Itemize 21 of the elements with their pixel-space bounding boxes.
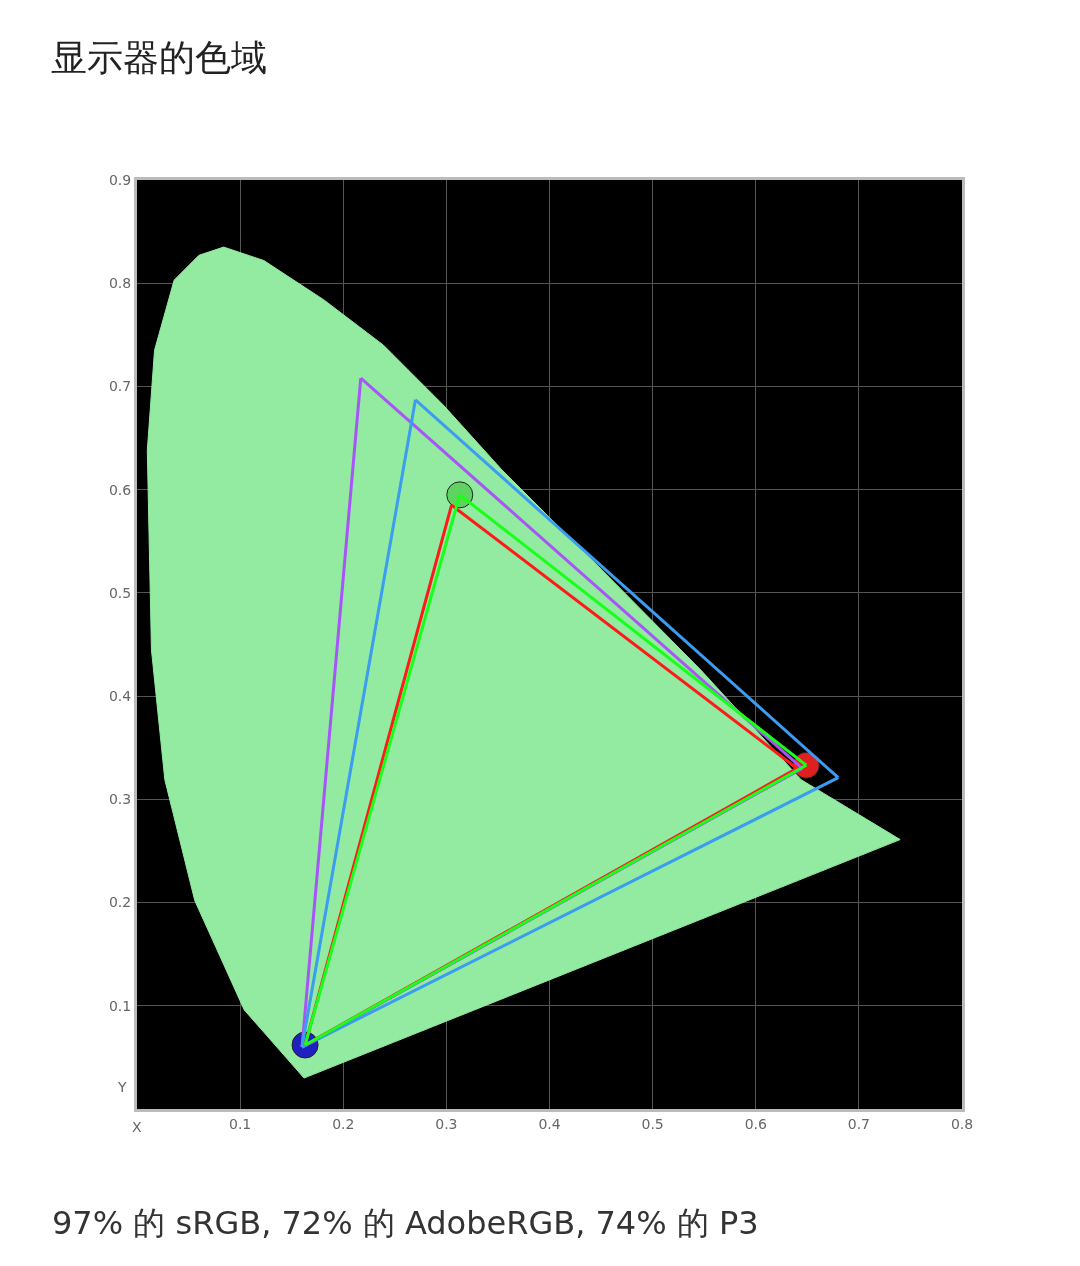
x-tick-label: 0.5 — [641, 1115, 664, 1132]
x-tick-label: 0.4 — [538, 1115, 561, 1132]
text: 97% 的 sRGB, 72% 的 AdobeRGB, 74% 的 P3 — [52, 1204, 759, 1242]
x-tick-label: 0.7 — [847, 1115, 871, 1132]
y-tick-label: 0.3 — [108, 791, 132, 808]
y-tick-label: 0.9 — [108, 171, 132, 188]
x-axis-title: X — [132, 1119, 142, 1135]
x-tick-label: 0.8 — [950, 1115, 974, 1132]
y-tick-label: 0.7 — [108, 378, 132, 395]
y-tick-label: 0.6 — [108, 481, 132, 498]
y-tick-label: 0.2 — [108, 894, 132, 911]
y-tick-label: 0.8 — [108, 275, 132, 292]
x-tick-label: 0.1 — [229, 1115, 252, 1132]
x-tick-label: 0.2 — [332, 1115, 355, 1132]
chart-title: 显示器的色域 — [50, 36, 267, 78]
y-axis-title: Y — [117, 1079, 127, 1095]
y-tick-label: 0.5 — [108, 584, 132, 601]
y-tick-label: 0.1 — [108, 997, 132, 1014]
x-tick-label: 0.6 — [744, 1115, 767, 1132]
x-tick-label: 0.3 — [435, 1115, 458, 1132]
y-tick-label: 0.4 — [108, 688, 132, 705]
